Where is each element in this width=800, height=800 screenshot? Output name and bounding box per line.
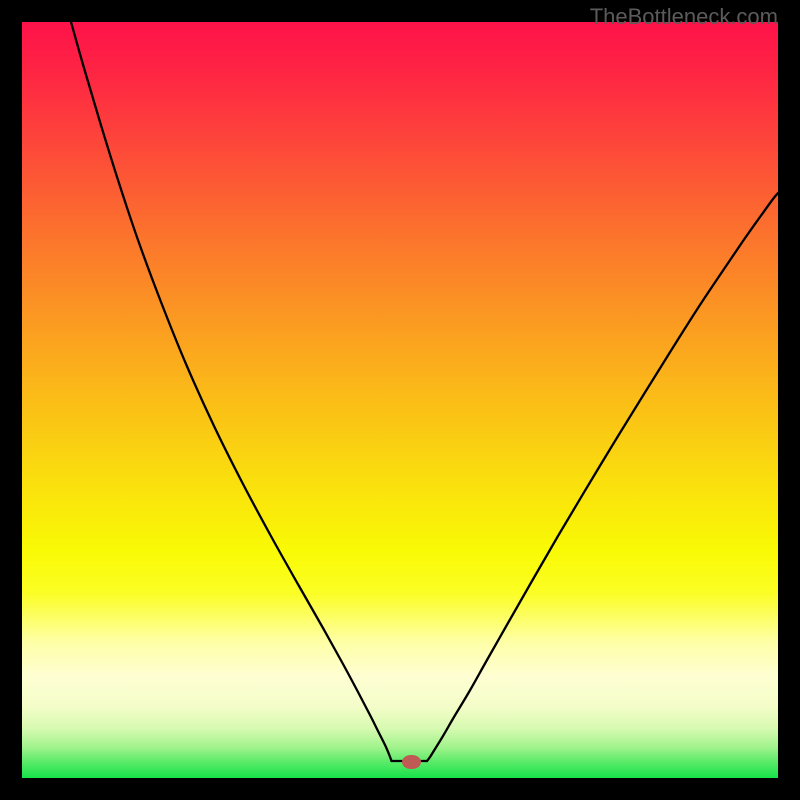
watermark-text: TheBottleneck.com <box>590 4 778 30</box>
bottleneck-curve <box>22 22 778 778</box>
optimum-marker <box>402 755 421 769</box>
curve-right-branch <box>427 193 778 761</box>
plot-area <box>22 22 778 778</box>
curve-left-branch <box>71 22 392 761</box>
